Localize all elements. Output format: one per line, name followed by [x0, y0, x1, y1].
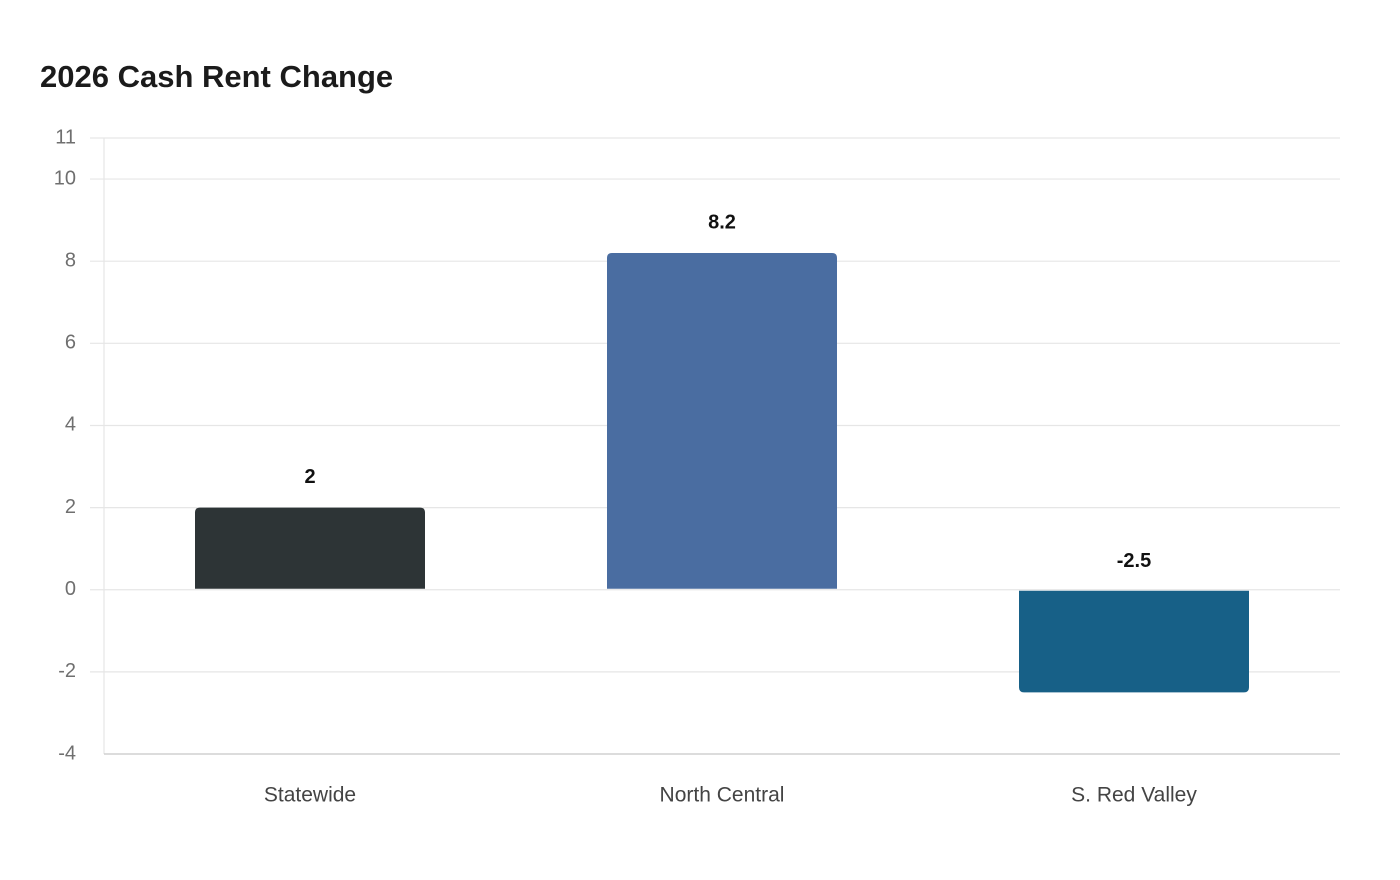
category-label: S. Red Valley	[1071, 784, 1197, 807]
y-tick-label: 8	[65, 249, 76, 271]
bar-statewide	[195, 507, 425, 589]
value-labels: 2 8.2 -2.5	[304, 211, 1151, 572]
value-label: 2	[304, 466, 315, 488]
value-label: -2.5	[1117, 550, 1151, 572]
axes	[103, 138, 1340, 755]
y-tick-label: 10	[54, 167, 76, 189]
category-label: Statewide	[264, 784, 356, 807]
y-axis-ticks: -4 -2 0 2 4 6 8 10 11	[54, 126, 76, 764]
bars	[195, 252, 1249, 693]
y-tick-label: 0	[65, 578, 76, 600]
y-tick-label: -4	[58, 742, 76, 764]
bar-s-red-valley	[1019, 590, 1249, 693]
category-labels: Statewide North Central S. Red Valley	[264, 784, 1197, 807]
chart-title: 2026 Cash Rent Change	[40, 59, 394, 94]
y-tick-label: -2	[58, 660, 76, 682]
y-tick-label: 4	[65, 414, 76, 436]
y-tick-label: 11	[55, 126, 76, 148]
y-tick-label: 2	[65, 496, 76, 518]
bar-north-central	[607, 252, 837, 589]
category-label: North Central	[660, 784, 785, 807]
y-tick-label: 6	[65, 332, 76, 354]
value-label: 8.2	[708, 211, 736, 233]
